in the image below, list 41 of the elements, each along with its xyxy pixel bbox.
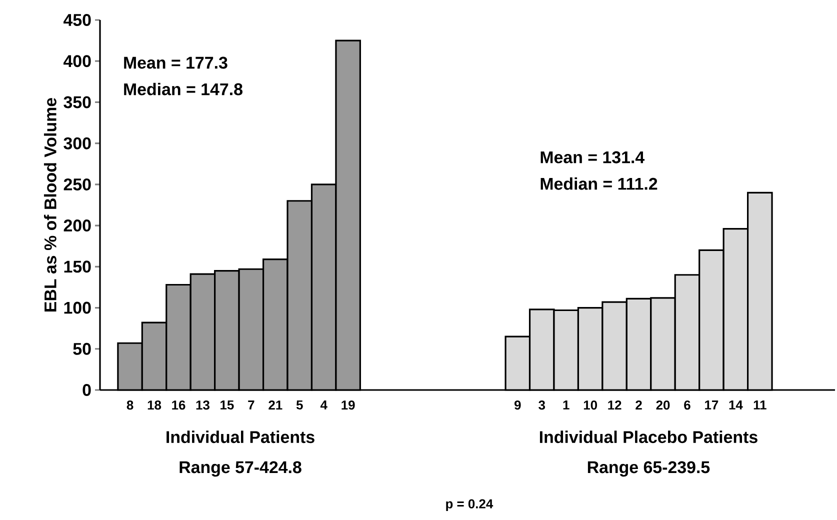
x-tick-label: 2 [636,400,642,410]
y-tick-label: 200 [64,220,91,232]
x-tick-label: 11 [754,400,766,410]
x-tick-label: 15 [220,400,234,410]
x-tick-label: 16 [172,400,186,410]
x-tick-label: 19 [342,400,355,410]
x-tick-label: 13 [196,400,210,410]
text: Individual Patients [166,430,314,444]
y-tick-label: 0 [82,384,91,396]
x-tick-label: 10 [584,400,597,410]
y-axis-title: EBL as % of Blood Volume [44,98,56,312]
x-tick-label: 12 [608,400,622,410]
x-tick-label: 3 [538,400,546,410]
text: Range 65-239.5 [588,461,710,477]
x-tick-label: 8 [126,400,134,410]
x-tick-label: 9 [514,400,521,410]
y-tick-label: 50 [73,342,91,355]
text: p = 0.24 [446,499,494,511]
x-tick-label: 14 [729,400,743,410]
x-tick-label: 1 [563,400,570,410]
x-tick-label: 21 [268,400,282,410]
y-tick-label: 400 [63,55,91,68]
text: Individual Placebo Patients [540,430,758,444]
x-tick-label: 4 [320,400,328,410]
text: Range 57-424.8 [180,461,302,477]
annotation: Mean = 131.4 [540,151,645,164]
annotation: Mean = 177.3 [124,56,228,69]
y-tick-label: 350 [64,96,91,108]
y-tick-label: 300 [64,137,91,150]
x-tick-label: 6 [684,400,690,410]
x-tick-label: 18 [148,400,162,410]
annotation: Median = 111.2 [540,177,658,190]
x-tick-label: 5 [296,400,303,410]
annotation: Median = 147.8 [124,82,242,96]
y-tick-label: 100 [64,302,91,314]
y-tick-label: 250 [64,178,91,190]
x-tick-label: 17 [705,400,718,410]
x-tick-label: 7 [248,400,254,410]
y-tick-label: 150 [64,260,91,273]
y-tick-label: 450 [63,14,91,26]
x-tick-label: 20 [656,400,670,410]
